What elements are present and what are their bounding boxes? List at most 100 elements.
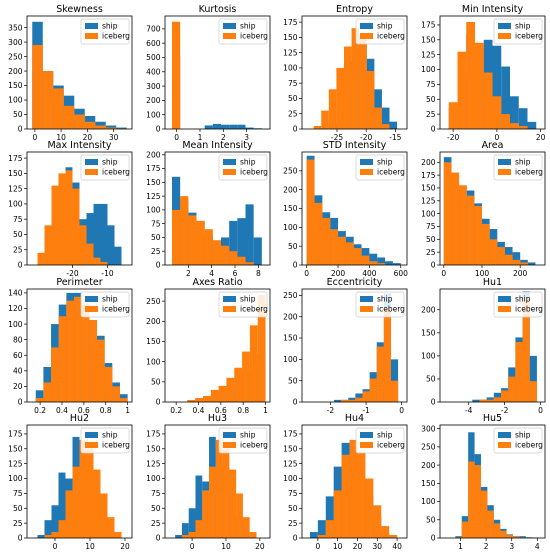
y-tick-label: 75: [288, 79, 298, 88]
x-tick-label: 3: [509, 542, 514, 551]
iceberg-bar: [369, 378, 377, 402]
iceberg-bar: [353, 248, 362, 265]
iceberg-bar: [226, 377, 235, 402]
iceberg-bar: [492, 96, 502, 129]
y-tick-label: 0: [431, 534, 436, 543]
y-tick-label: 125: [146, 459, 161, 468]
iceberg-bar: [114, 532, 122, 538]
legend-swatch-ship: [223, 296, 236, 302]
axes-frame: [164, 288, 271, 403]
ship-bar: [512, 252, 521, 265]
iceberg-bar: [32, 44, 43, 129]
y-tick-label: 300: [146, 82, 161, 91]
y-tick-label: 50: [288, 376, 298, 385]
y-tick-label: 0: [156, 398, 161, 407]
y-tick-label: 0: [18, 261, 23, 270]
iceberg-bar: [210, 389, 219, 402]
legend-swatch-ship: [85, 432, 98, 438]
iceberg-bar: [58, 520, 66, 538]
x-tick-label: -2: [501, 406, 509, 415]
ship-bar: [253, 237, 262, 265]
x-tick-label: -2: [327, 406, 335, 415]
legend-swatch-iceberg: [85, 306, 98, 312]
iceberg-bar: [355, 397, 363, 402]
legend-swatch-iceberg: [360, 442, 373, 448]
legend-label-iceberg: iceberg: [515, 441, 543, 450]
iceberg-bar: [486, 399, 494, 402]
x-tick-label: -25: [331, 133, 343, 142]
legend-label-iceberg: iceberg: [377, 441, 405, 450]
subplot-std-intensity: 0 200 400 600 0 50 100 150 200 250 STD Intensity sh…: [283, 140, 408, 278]
legend-swatch-iceberg: [223, 169, 236, 175]
legend-label-iceberg: iceberg: [102, 305, 130, 314]
iceberg-bar: [336, 67, 344, 129]
iceberg-bar: [58, 316, 67, 402]
x-tick-label: -10: [101, 269, 113, 278]
y-tick-label: 175: [146, 430, 161, 439]
legend-swatch-iceberg: [85, 33, 98, 39]
x-tick-label: 0: [441, 269, 446, 278]
iceberg-bar: [79, 439, 87, 538]
x-tick-label: 0.6: [78, 406, 90, 415]
x-tick-label: 20: [120, 542, 130, 551]
x-tick-label: 0.4: [56, 406, 68, 415]
axes-frame: [439, 424, 546, 539]
legend-swatch-ship: [360, 159, 373, 165]
axes-frame: [26, 15, 133, 130]
iceberg-bar: [389, 535, 398, 538]
iceberg-bar: [100, 493, 108, 538]
subplot-title: Entropy: [336, 4, 373, 15]
iceberg-bar: [72, 188, 80, 265]
y-tick-label: 0: [18, 125, 23, 134]
ship-bar: [237, 218, 246, 265]
iceberg-bar: [383, 308, 391, 402]
iceberg-bar: [37, 252, 45, 265]
y-tick-label: 50: [151, 504, 161, 513]
y-tick-label: 100: [8, 474, 23, 483]
ship-bar: [93, 203, 101, 265]
y-tick-label: 250: [283, 167, 298, 176]
iceberg-bar: [504, 254, 513, 265]
y-tick-label: 200: [146, 317, 161, 326]
iceberg-bar: [58, 173, 66, 265]
legend-label-ship: ship: [515, 158, 531, 167]
x-tick-label: 30: [373, 542, 383, 551]
subplot-skewness: 0 10 20 30050100150200250300350Skewnessship…: [8, 4, 133, 142]
iceberg-bar: [212, 240, 221, 265]
y-tick-label: 150: [283, 444, 298, 453]
iceberg-bar: [321, 110, 329, 129]
y-tick-label: 75: [151, 489, 161, 498]
y-tick-label: 20: [13, 382, 23, 391]
y-tick-label: 0: [156, 261, 161, 270]
y-tick-label: 25: [426, 110, 436, 119]
iceberg-bar: [229, 469, 237, 538]
y-tick-label: 25: [151, 519, 161, 528]
legend-label-ship: ship: [377, 158, 393, 167]
x-tick-label: -15: [389, 133, 401, 142]
x-tick-label: 0: [32, 133, 37, 142]
legend-label-iceberg: iceberg: [377, 305, 405, 314]
legend-swatch-iceberg: [360, 306, 373, 312]
ship-bar: [472, 399, 480, 402]
iceberg-bar: [520, 262, 528, 265]
y-tick-label: 50: [151, 233, 161, 242]
iceberg-bar: [249, 532, 257, 538]
y-tick-label: 150: [421, 184, 436, 193]
y-tick-label: 50: [426, 375, 436, 384]
iceberg-bar: [44, 225, 52, 265]
iceberg-bar: [249, 325, 258, 402]
iceberg-bar: [105, 127, 117, 129]
iceberg-bar: [480, 490, 488, 538]
x-tick-label: 4: [209, 269, 214, 278]
y-tick-label: 300: [421, 424, 436, 433]
y-tick-label: 75: [288, 489, 298, 498]
legend-swatch-ship: [223, 159, 236, 165]
y-tick-label: 75: [426, 222, 436, 231]
x-tick-label: 10: [221, 542, 231, 551]
x-tick-label: 20: [536, 133, 546, 142]
legend-label-iceberg: iceberg: [102, 32, 130, 41]
